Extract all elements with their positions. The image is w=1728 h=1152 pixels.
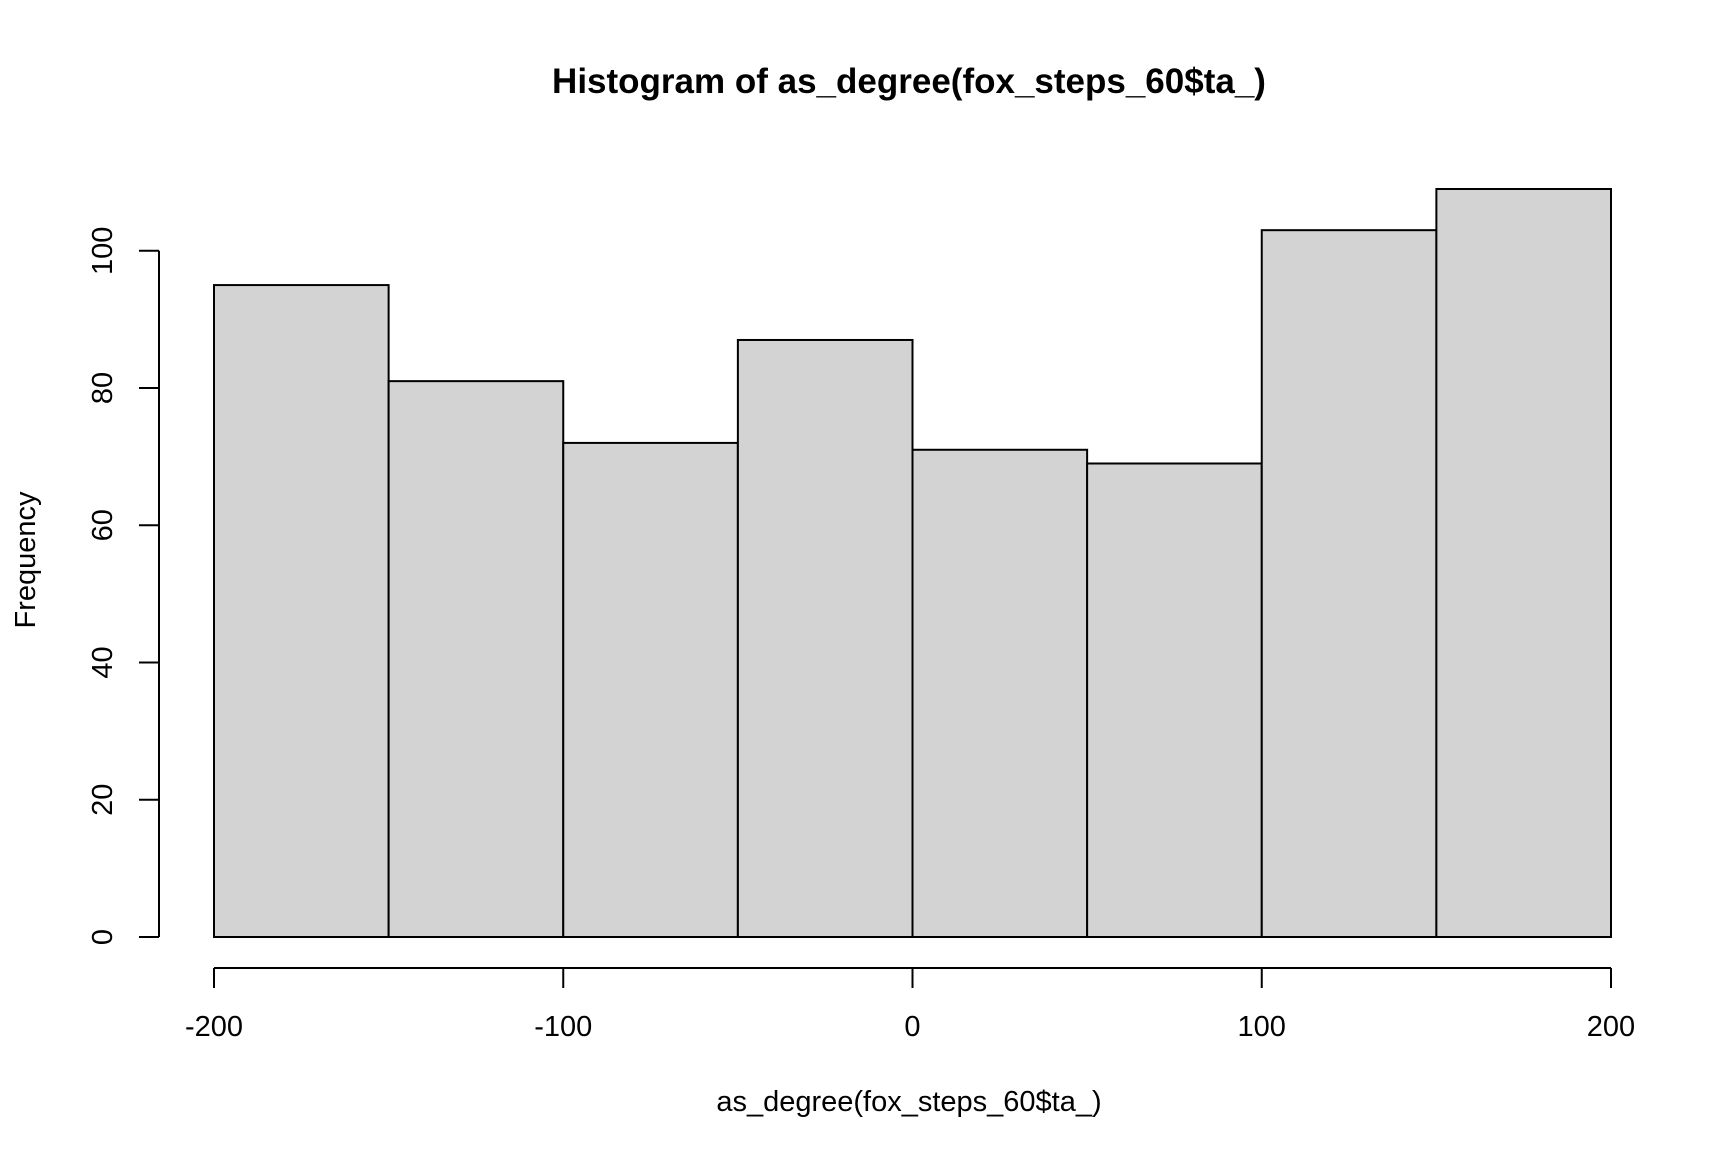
y-tick-label: 40 (87, 646, 119, 678)
histogram-bar-2 (387, 380, 565, 938)
histogram-bar-1 (213, 284, 390, 939)
x-axis-label: as_degree(fox_steps_60$ta_) (716, 1086, 1101, 1118)
histogram-bar-4 (736, 338, 914, 938)
x-tick-label: -200 (185, 1011, 243, 1043)
histogram-bar-6 (1086, 462, 1263, 938)
y-tick-label: 20 (87, 784, 119, 816)
y-tick-label: 80 (87, 372, 119, 404)
x-axis: -200 -100 0 100 200 (185, 967, 1635, 1043)
histogram-bar-3 (562, 441, 739, 938)
y-axis-label: Frequency (10, 491, 42, 629)
histogram-bar-7 (1260, 229, 1438, 938)
y-tick-label: 0 (87, 929, 119, 945)
histogram-bar-5 (911, 448, 1089, 938)
histogram-bar-8 (1435, 188, 1612, 938)
x-tick-label: 200 (1587, 1011, 1635, 1043)
x-tick-label: -100 (534, 1011, 592, 1043)
x-tick-label: 0 (904, 1011, 920, 1043)
y-tick-label: 60 (87, 509, 119, 541)
bars-group (213, 188, 1612, 939)
y-tick-label: 100 (87, 227, 119, 275)
y-axis: 0 20 40 60 80 100 (87, 227, 160, 945)
x-tick-label: 100 (1238, 1011, 1286, 1043)
chart-title: Histogram of as_degree(fox_steps_60$ta_) (552, 62, 1266, 101)
